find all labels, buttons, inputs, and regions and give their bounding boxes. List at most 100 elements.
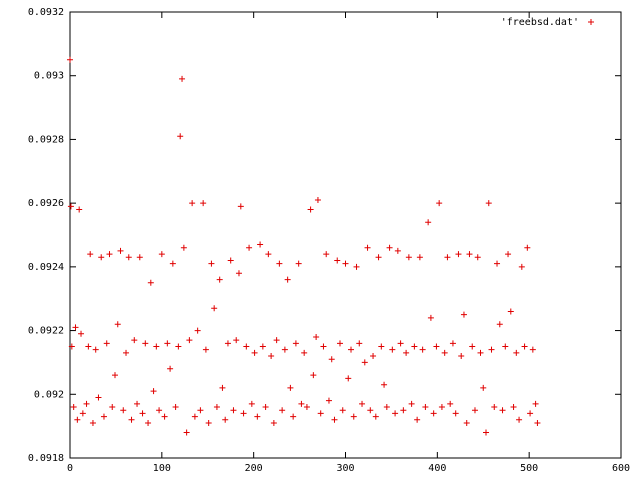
point <box>527 410 534 417</box>
point <box>419 346 426 353</box>
point <box>92 346 99 353</box>
y-tick-label: 0.093 <box>34 71 64 82</box>
point <box>521 343 528 350</box>
point <box>273 337 280 344</box>
point <box>281 346 288 353</box>
point <box>158 251 165 258</box>
point <box>400 407 407 414</box>
point <box>290 413 297 420</box>
point <box>136 254 143 261</box>
point <box>336 340 343 347</box>
point <box>175 343 182 350</box>
point <box>114 321 121 328</box>
point <box>164 340 171 347</box>
point <box>186 337 193 344</box>
point <box>227 257 234 264</box>
point <box>364 244 371 251</box>
point <box>79 410 86 417</box>
point <box>425 219 432 226</box>
point <box>375 254 382 261</box>
point <box>405 254 412 261</box>
point <box>279 407 286 414</box>
point <box>235 270 242 277</box>
point <box>213 404 220 411</box>
point <box>334 257 341 264</box>
point <box>466 251 473 258</box>
point <box>303 404 310 411</box>
point <box>320 343 327 350</box>
legend-marker <box>588 19 594 25</box>
point <box>183 429 190 436</box>
point <box>287 384 294 391</box>
point <box>95 394 102 401</box>
point <box>295 260 302 267</box>
point <box>389 346 396 353</box>
point <box>111 372 118 379</box>
point <box>72 324 79 331</box>
point <box>177 133 184 140</box>
point <box>502 343 509 350</box>
point <box>524 244 531 251</box>
point <box>325 397 332 404</box>
point <box>458 353 465 360</box>
point <box>268 353 275 360</box>
point <box>85 343 92 350</box>
point <box>240 410 247 417</box>
point <box>74 416 81 423</box>
point <box>378 343 385 350</box>
point <box>292 340 299 347</box>
point <box>488 346 495 353</box>
point <box>361 359 368 366</box>
point <box>342 260 349 267</box>
point <box>394 247 401 254</box>
point <box>350 413 357 420</box>
point <box>254 413 261 420</box>
y-tick-label: 0.0932 <box>28 7 64 18</box>
x-tick-label: 200 <box>245 463 263 474</box>
point <box>106 251 113 258</box>
point <box>70 404 77 411</box>
point <box>161 413 168 420</box>
point <box>87 251 94 258</box>
point <box>313 333 320 340</box>
point <box>314 196 321 203</box>
y-tick-label: 0.0924 <box>28 262 64 273</box>
point <box>224 340 231 347</box>
point <box>233 337 240 344</box>
point <box>142 340 149 347</box>
x-tick-label: 0 <box>67 463 73 474</box>
point <box>516 416 523 423</box>
point <box>323 251 330 258</box>
point <box>416 254 423 261</box>
x-tick-label: 300 <box>336 463 354 474</box>
point <box>205 419 212 426</box>
point <box>483 429 490 436</box>
point <box>392 410 399 417</box>
point <box>243 343 250 350</box>
point <box>397 340 404 347</box>
point <box>276 260 283 267</box>
point <box>298 400 305 407</box>
point <box>372 413 379 420</box>
point <box>191 413 198 420</box>
point <box>469 343 476 350</box>
point <box>125 254 132 261</box>
point <box>513 349 520 356</box>
point <box>128 416 135 423</box>
point <box>139 410 146 417</box>
point <box>257 241 264 248</box>
point <box>381 381 388 388</box>
x-tick-label: 600 <box>612 463 630 474</box>
point <box>370 353 377 360</box>
point <box>452 410 459 417</box>
point <box>449 340 456 347</box>
point <box>507 308 514 315</box>
point <box>134 400 141 407</box>
point <box>189 200 196 207</box>
point <box>194 327 201 334</box>
point <box>491 404 498 411</box>
point <box>76 206 83 213</box>
point <box>499 407 506 414</box>
point <box>485 200 492 207</box>
